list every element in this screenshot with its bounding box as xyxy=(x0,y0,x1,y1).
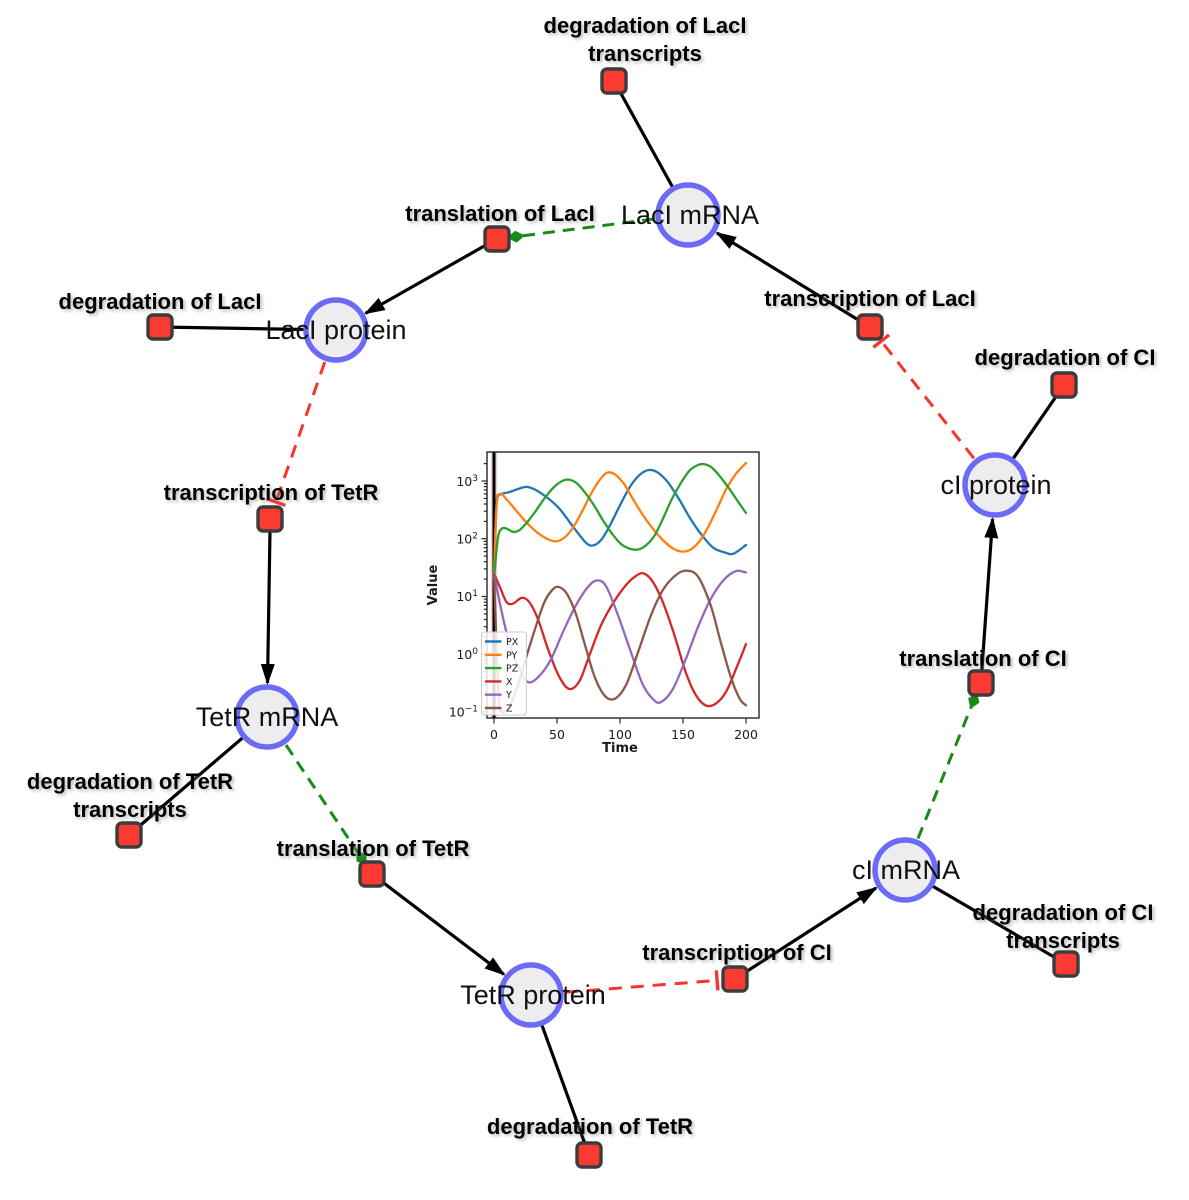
edge-inhibition-laciprotein-transcription-tetr xyxy=(274,361,327,503)
edge-modifier-tetrmrna-translation xyxy=(284,744,367,866)
species-label-laci-mrna: LacI mRNA xyxy=(621,200,759,230)
reaction-label-translation-of-tetr: translation of TetR xyxy=(277,836,470,861)
x-tick-200: 200 xyxy=(734,727,758,742)
inhibition-tbar-1 xyxy=(265,497,286,507)
legend-labels: PX PY PZ X Y Z xyxy=(505,637,519,715)
y-tick-1e-1: 10−1 xyxy=(449,705,478,720)
edge-transcription-ci-to-mrna xyxy=(744,886,878,974)
x-tick-150: 150 xyxy=(671,727,695,742)
edges-layer xyxy=(127,80,1067,1156)
edge-inhibition-tetrprotein-transcription-ci xyxy=(564,978,718,994)
reaction-label-degradation-of-laci: degradation of LacI xyxy=(59,289,262,314)
y-tick-1e2: 102 xyxy=(456,532,478,547)
reaction-label-degradation-of-tetr: degradation of TetR xyxy=(487,1114,693,1139)
species-label-laci-protein: LacI protein xyxy=(265,315,406,345)
reaction-label-transcription-of-tetr: transcription of TetR xyxy=(164,480,379,505)
species-label-ci-mrna: cI mRNA xyxy=(852,855,960,885)
edge-translation-tetr-to-protein xyxy=(380,880,506,976)
legend-label-y: Y xyxy=(505,690,512,701)
reaction-label-degradation-of-tetr-transcripts: degradation of TetR transcripts xyxy=(27,769,233,822)
edge-transcription-laci-to-mrna xyxy=(715,231,861,323)
reaction-label-degradation-of-laci-transcripts: degradation of LacI transcripts xyxy=(544,13,747,66)
chart-curve-px xyxy=(492,468,748,581)
edge-translation-laci-to-protein xyxy=(363,243,487,315)
x-tick-100: 100 xyxy=(608,727,632,742)
edge-modifier-lacimrna-translation xyxy=(507,217,655,243)
chart-curve-py xyxy=(492,461,748,581)
chart-plot-area xyxy=(487,452,759,718)
x-tick-50: 50 xyxy=(549,727,565,742)
reaction-label-transcription-of-ci: transcription of CI xyxy=(642,940,831,965)
legend-label-py: PY xyxy=(506,650,518,661)
legend-label-px: PX xyxy=(506,637,519,648)
reaction-node-degradation-of-tetr-transcripts[interactable] xyxy=(115,821,143,849)
edge-inhibition-ciprotein-transcription-laci xyxy=(880,340,976,460)
chart-curve-pz xyxy=(492,462,748,581)
reaction-node-translation-of-laci[interactable] xyxy=(483,225,511,253)
reaction-node-translation-of-tetr[interactable] xyxy=(358,860,386,888)
species-node-tetr-protein[interactable] xyxy=(498,962,564,1028)
reaction-node-degradation-of-laci[interactable] xyxy=(146,313,174,341)
reaction-label-translation-of-laci: translation of LacI xyxy=(405,201,594,226)
inset-chart: 0 50 100 150 200 103 102 101 100 10−1 Ti… xyxy=(426,451,760,756)
species-label-ci-protein: cI protein xyxy=(940,470,1051,500)
species-node-ci-mrna[interactable] xyxy=(872,837,938,903)
reaction-node-transcription-of-ci[interactable] xyxy=(721,965,749,993)
species-node-laci-protein[interactable] xyxy=(303,297,369,363)
reaction-label-transcription-of-laci: transcription of LacI xyxy=(764,286,975,311)
species-node-tetr-mrna[interactable] xyxy=(234,684,300,750)
legend-label-z: Z xyxy=(506,704,513,715)
chart-legend: PX PY PZ X Y Z xyxy=(481,631,527,716)
nodes-layer xyxy=(115,67,1080,1169)
species-node-laci-mrna[interactable] xyxy=(655,182,721,248)
reaction-node-translation-of-ci[interactable] xyxy=(967,669,995,697)
y-axis-label: Value xyxy=(426,564,441,605)
inhibition-tbar-3 xyxy=(872,333,891,349)
x-ticks xyxy=(493,718,747,724)
chart-spines xyxy=(486,451,760,719)
legend-label-pz: PZ xyxy=(506,664,519,675)
reaction-label-degradation-of-ci: degradation of CI xyxy=(975,345,1156,370)
legend-box xyxy=(481,631,527,716)
species-node-ci-protein[interactable] xyxy=(962,452,1028,518)
inhibition-tbar-2 xyxy=(714,970,720,991)
species-label-tetr-protein: TetR protein xyxy=(460,980,606,1010)
species-label-tetr-mrna: TetR mRNA xyxy=(196,702,339,732)
x-axis-label: Time xyxy=(602,741,638,756)
reaction-node-transcription-of-tetr[interactable] xyxy=(256,505,284,533)
legend-label-x: X xyxy=(506,677,513,688)
reaction-node-degradation-of-ci-transcripts[interactable] xyxy=(1052,950,1080,978)
edge-transcription-tetr-to-mrna xyxy=(260,530,275,685)
reaction-label-translation-of-ci: translation of CI xyxy=(899,646,1066,671)
labels-layer: LacI mRNA LacI protein TetR mRNA TetR pr… xyxy=(27,13,1156,1139)
reaction-node-degradation-of-ci[interactable] xyxy=(1050,371,1078,399)
y-tick-1e0: 100 xyxy=(456,647,478,662)
y-tick-1e1: 101 xyxy=(456,589,478,604)
edge-modifier-cimrna-translation xyxy=(916,692,980,840)
x-tick-0: 0 xyxy=(490,727,498,742)
x-tick-labels: 0 50 100 150 200 xyxy=(490,727,758,742)
edge-translation-ci-to-protein xyxy=(980,517,999,672)
reaction-node-transcription-of-laci[interactable] xyxy=(856,313,884,341)
y-tick-1e3: 103 xyxy=(456,474,478,489)
reaction-label-degradation-of-ci-transcripts: degradation of CI transcripts xyxy=(973,900,1154,953)
chart-curve-y xyxy=(492,569,748,705)
y-tick-labels: 103 102 101 100 10−1 xyxy=(449,474,478,720)
reaction-node-degradation-of-tetr[interactable] xyxy=(575,1141,603,1169)
reaction-node-degradation-of-laci-transcripts[interactable] xyxy=(600,67,628,95)
